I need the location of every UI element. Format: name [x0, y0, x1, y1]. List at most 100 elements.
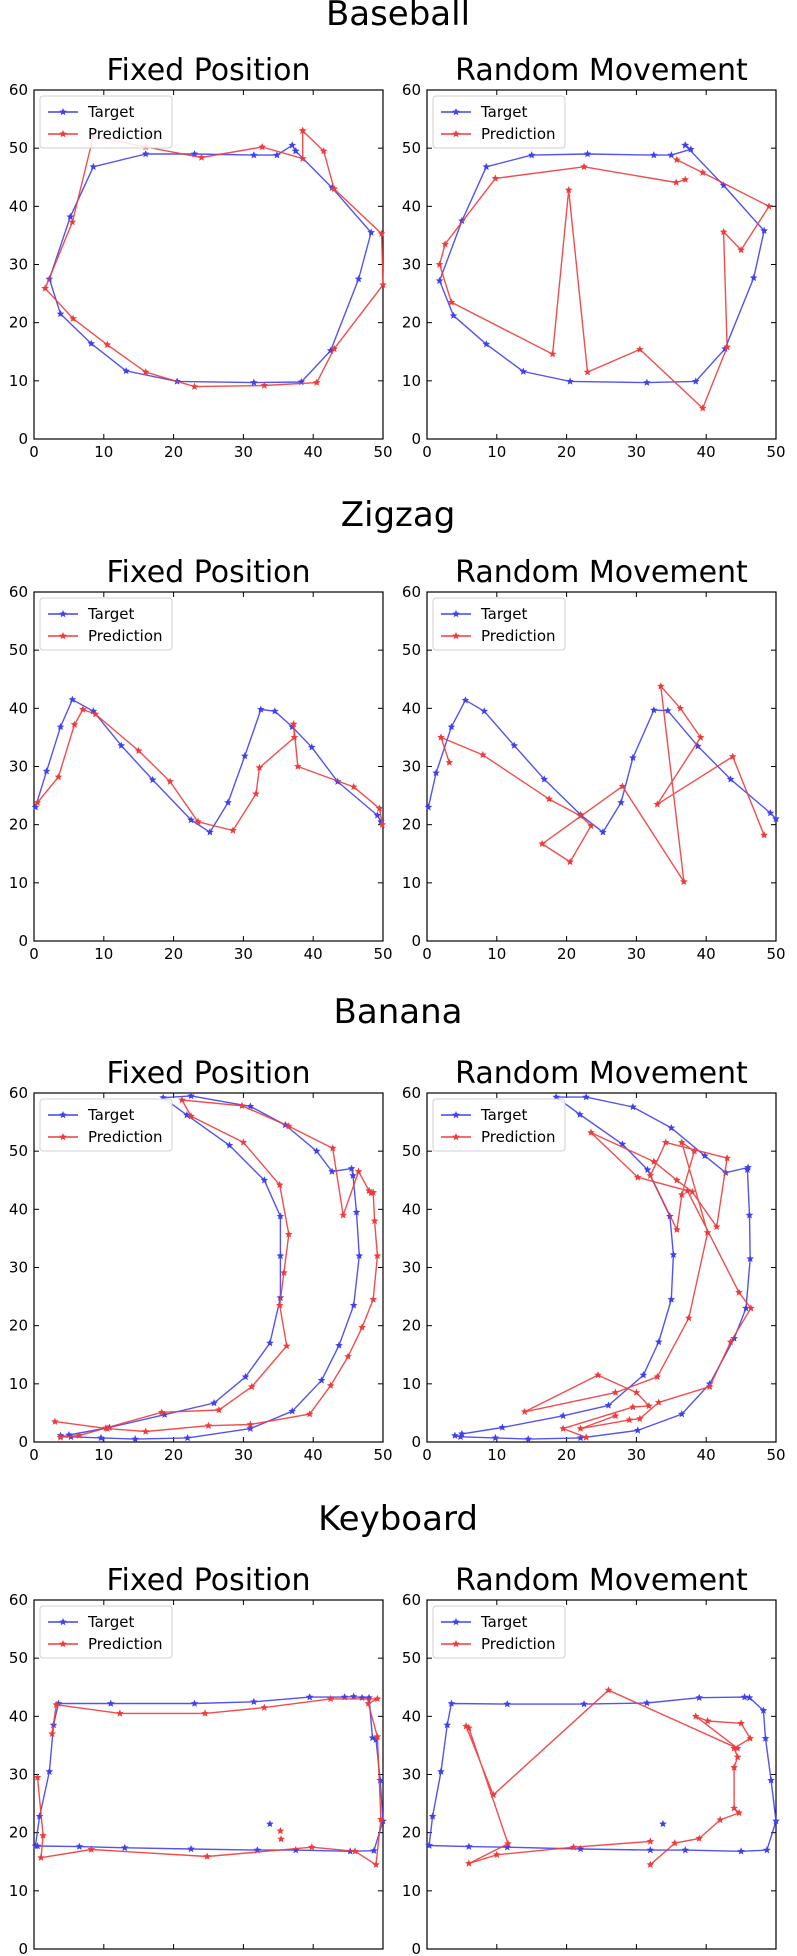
y-tick-label: 0	[411, 1940, 421, 1956]
y-tick-label: 30	[9, 1766, 28, 1784]
target-point	[276, 1251, 285, 1260]
prediction-point	[681, 175, 690, 183]
y-tick-label: 20	[402, 1317, 421, 1335]
x-tick-label: 20	[164, 1953, 183, 1956]
x-tick-label: 10	[94, 945, 113, 963]
prediction-legend-marker	[452, 1640, 460, 1648]
prediction-point	[33, 798, 42, 806]
y-tick-label: 50	[402, 641, 421, 659]
prediction-series-line	[44, 130, 384, 388]
target-point	[246, 1102, 255, 1110]
target-point	[187, 816, 195, 824]
target-point	[122, 366, 130, 375]
target-point	[659, 1819, 667, 1828]
target-point	[428, 1812, 437, 1820]
prediction-point	[661, 1138, 670, 1146]
target-point	[759, 1706, 768, 1714]
target-point	[480, 707, 489, 715]
prediction-point	[252, 789, 260, 798]
target-point	[740, 1693, 749, 1701]
y-tick-label: 50	[402, 1649, 421, 1667]
target-point	[491, 1433, 500, 1442]
target-point	[347, 1164, 356, 1172]
prediction-point	[298, 154, 307, 162]
x-tick-label: 40	[697, 1953, 716, 1956]
target-point	[288, 1407, 297, 1415]
prediction-point	[746, 1734, 754, 1742]
panel-keyboard-fixed: Fixed Position 0 10 20 30 40 50 0 10 20 30 40 50 60 Ta…	[9, 1563, 393, 1956]
prediction-legend-marker	[452, 632, 460, 640]
x-tick-label: 0	[422, 1953, 432, 1956]
prediction-point	[712, 1222, 721, 1231]
prediction-point	[723, 343, 731, 351]
panel-title: Fixed Position	[106, 1563, 310, 1598]
x-tick-label: 20	[557, 945, 576, 963]
x-tick-label: 0	[422, 443, 432, 461]
x-tick-label: 0	[29, 443, 39, 461]
prediction-legend-label: Prediction	[88, 1128, 163, 1146]
target-series-line	[60, 1095, 360, 1440]
x-tick-label: 40	[304, 945, 323, 963]
prediction-point	[54, 772, 63, 781]
target-point	[260, 1176, 269, 1184]
prediction-point	[587, 821, 595, 830]
target-series-line	[34, 1695, 384, 1853]
prediction-legend-label: Prediction	[481, 627, 556, 645]
prediction-point	[504, 1839, 512, 1847]
prediction-point	[723, 1154, 731, 1162]
target-point	[761, 1734, 770, 1742]
prediction-point	[719, 227, 728, 236]
prediction-legend-label: Prediction	[88, 627, 163, 645]
target-point	[75, 1842, 84, 1850]
prediction-point	[698, 404, 707, 412]
prediction-point	[339, 1211, 348, 1219]
target-point	[766, 809, 775, 817]
panel-baseball-random: Random Movement 0 10 20 30 40 50 0 10 20 30 40 50 60 T…	[402, 53, 786, 461]
prediction-point	[559, 1424, 567, 1432]
prediction-point	[716, 1815, 724, 1824]
target-point	[437, 1767, 445, 1775]
y-tick-label: 60	[402, 1084, 421, 1102]
prediction-point	[728, 752, 737, 760]
target-point	[540, 775, 549, 783]
target-point	[694, 742, 702, 750]
prediction-point	[41, 284, 49, 292]
y-tick-label: 50	[9, 1649, 28, 1667]
prediction-point	[373, 1694, 382, 1703]
target-point	[772, 1817, 780, 1825]
prediction-point	[465, 1723, 473, 1732]
legend: Target Prediction	[432, 597, 566, 651]
prediction-point	[48, 1729, 56, 1738]
y-tick-label: 60	[402, 583, 421, 601]
prediction-point	[611, 1411, 620, 1420]
prediction-point	[377, 1815, 385, 1823]
prediction-series-line	[36, 708, 383, 832]
prediction-point	[260, 1703, 269, 1711]
target-legend-marker	[59, 610, 67, 618]
prediction-point	[657, 682, 665, 690]
prediction-point	[275, 1301, 284, 1309]
y-tick-label: 40	[9, 1707, 28, 1725]
prediction-point	[677, 1190, 686, 1199]
target-series-line	[48, 144, 372, 384]
prediction-point	[489, 1790, 498, 1799]
target-point	[503, 1700, 512, 1708]
target-point	[643, 1165, 652, 1174]
target-point	[432, 768, 440, 777]
prediction-point	[445, 758, 454, 766]
prediction-point	[141, 368, 150, 376]
prediction-point	[491, 174, 500, 182]
target-legend-marker	[59, 108, 67, 116]
prediction-point	[116, 1709, 124, 1717]
y-tick-label: 20	[402, 314, 421, 332]
y-tick-label: 50	[402, 1142, 421, 1160]
prediction-point	[141, 1427, 150, 1435]
panel-title: Random Movement	[455, 1563, 748, 1598]
y-tick-label: 30	[402, 256, 421, 274]
x-tick-label: 50	[766, 945, 785, 963]
x-tick-label: 20	[164, 443, 183, 461]
legend-box	[432, 1098, 566, 1152]
target-point	[328, 1167, 336, 1175]
target-point	[354, 275, 363, 283]
x-tick-label: 20	[164, 1446, 183, 1464]
